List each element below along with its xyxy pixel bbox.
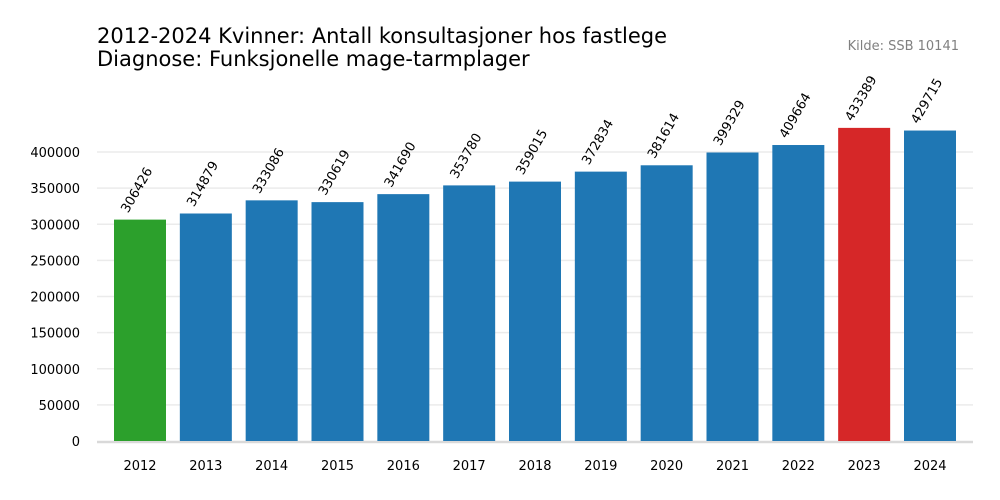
x-tick-label: 2015 bbox=[321, 459, 354, 474]
x-tick-label: 2016 bbox=[387, 459, 420, 474]
bar-2018 bbox=[509, 181, 561, 441]
data-label: 372834 bbox=[579, 117, 617, 167]
y-tick-label: 400000 bbox=[30, 146, 80, 161]
chart-title-line-2: Diagnose: Funksjonelle mage-tarmplager bbox=[97, 47, 530, 71]
x-tick-label: 2018 bbox=[518, 459, 551, 474]
bar-2015 bbox=[311, 202, 364, 441]
data-label: 399329 bbox=[711, 98, 749, 148]
y-tick-label: 350000 bbox=[30, 182, 80, 197]
data-label: 341690 bbox=[382, 140, 420, 190]
chart-title-line-1: 2012-2024 Kvinner: Antall konsultasjoner… bbox=[97, 24, 667, 48]
y-tick-label: 50000 bbox=[39, 399, 80, 414]
bar-2017 bbox=[443, 185, 496, 441]
source-note: Kilde: SSB 10141 bbox=[848, 39, 959, 54]
x-tick-label: 2022 bbox=[782, 459, 815, 474]
y-tick-label: 100000 bbox=[30, 363, 80, 378]
data-label: 433389 bbox=[843, 73, 881, 123]
x-tick-label: 2014 bbox=[255, 459, 288, 474]
data-label: 314879 bbox=[184, 159, 222, 209]
y-tick-label: 300000 bbox=[30, 218, 80, 233]
bar-2020 bbox=[640, 165, 693, 442]
data-label: 409664 bbox=[777, 91, 815, 141]
bar-2022 bbox=[772, 145, 825, 441]
bar-2023 bbox=[838, 127, 891, 441]
data-label: 353780 bbox=[448, 131, 486, 181]
x-tick-label: 2012 bbox=[123, 459, 156, 474]
bar-2024 bbox=[904, 130, 956, 441]
data-label: 381614 bbox=[645, 111, 683, 161]
y-tick-label: 200000 bbox=[30, 291, 80, 306]
bar-2021 bbox=[706, 152, 759, 441]
x-tick-label: 2013 bbox=[189, 459, 222, 474]
data-label: 306426 bbox=[118, 165, 156, 215]
x-tick-label: 2024 bbox=[913, 459, 946, 474]
y-tick-label: 250000 bbox=[30, 254, 80, 269]
y-tick-label: 0 bbox=[72, 435, 80, 450]
data-label: 429715 bbox=[908, 76, 946, 126]
bar-2016 bbox=[377, 194, 430, 441]
bar-2012 bbox=[114, 219, 166, 441]
x-tick-label: 2021 bbox=[716, 459, 749, 474]
bar-2013 bbox=[179, 213, 232, 441]
bar-2014 bbox=[245, 200, 298, 441]
x-tick-label: 2023 bbox=[848, 459, 881, 474]
bar-2019 bbox=[574, 171, 627, 441]
y-tick-label: 150000 bbox=[30, 327, 80, 342]
x-tick-label: 2019 bbox=[584, 459, 617, 474]
data-label: 330619 bbox=[316, 148, 354, 198]
x-tick-label: 2020 bbox=[650, 459, 683, 474]
x-tick-label: 2017 bbox=[453, 459, 486, 474]
